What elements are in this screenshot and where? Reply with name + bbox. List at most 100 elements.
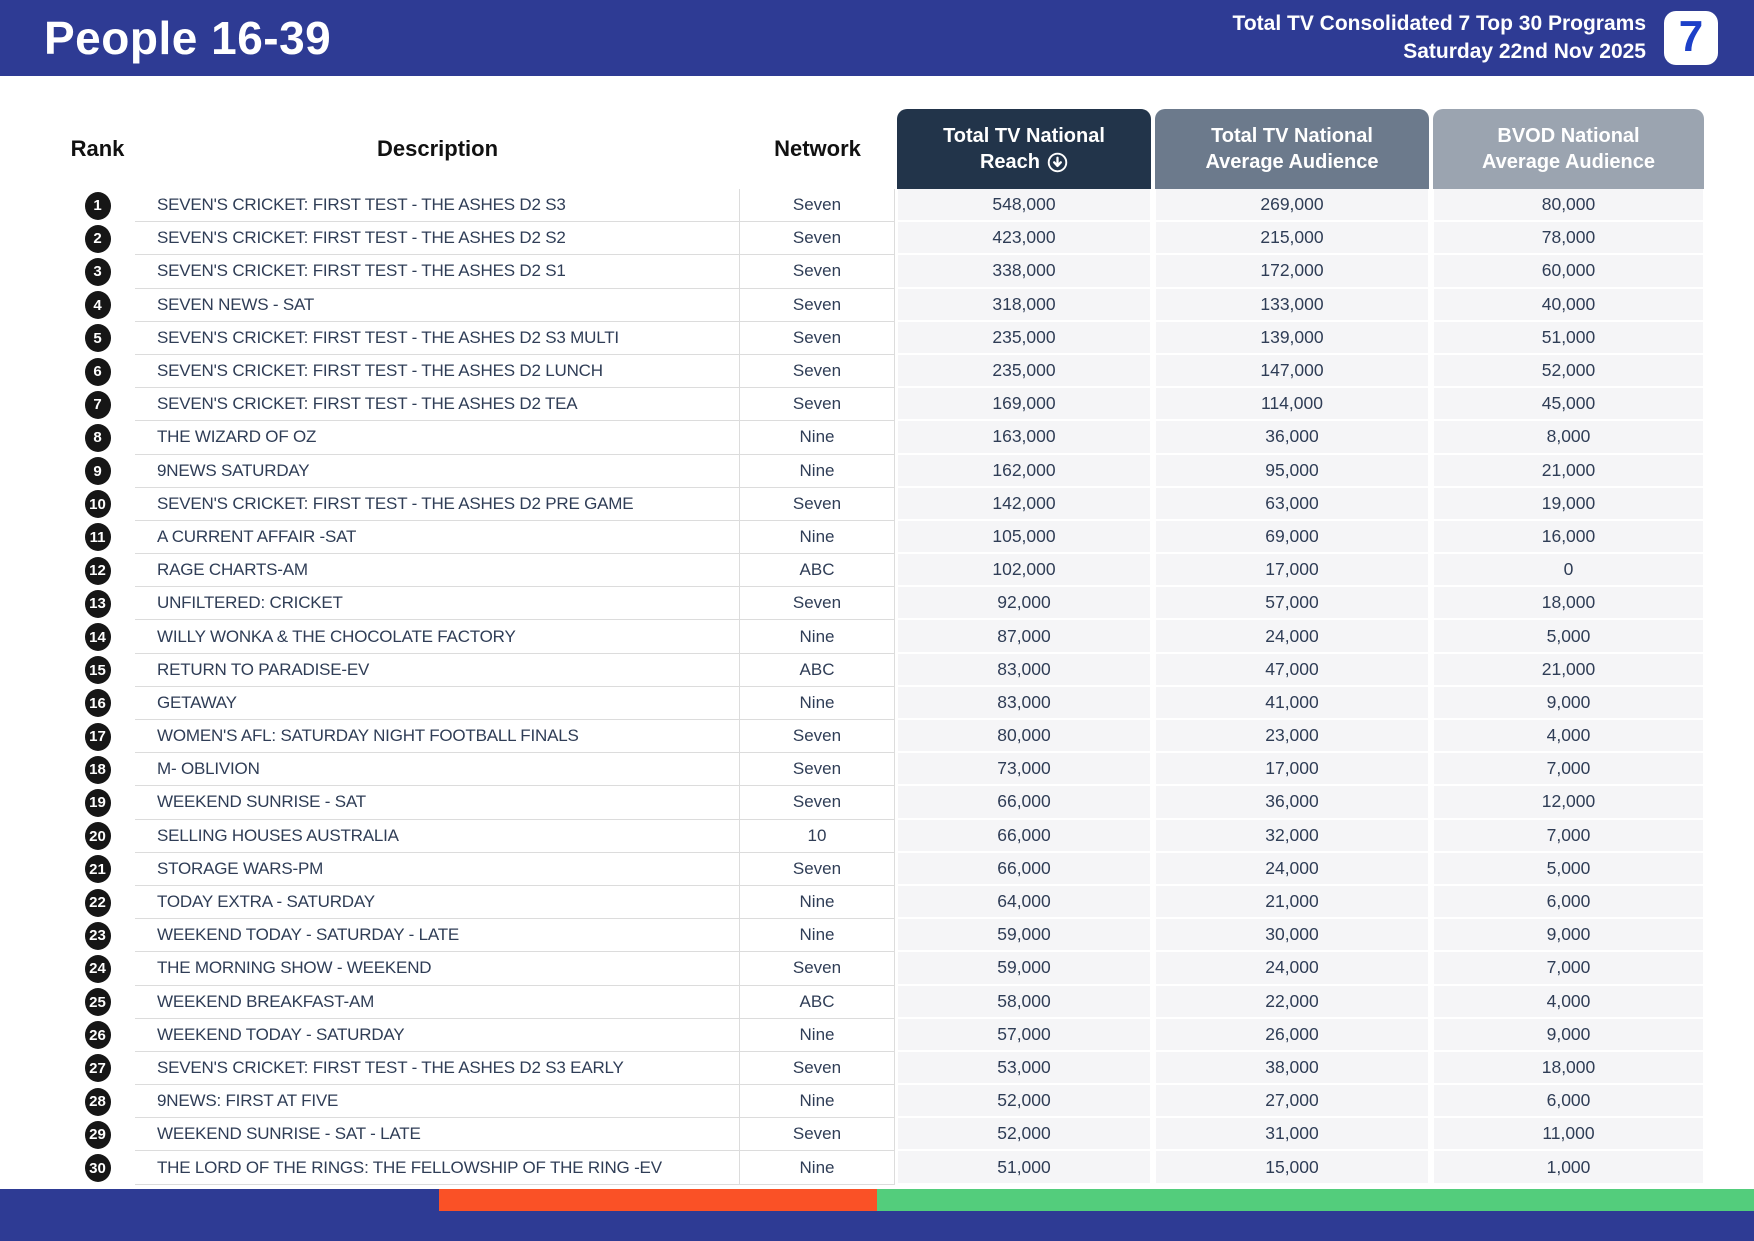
table-row: 5 SEVEN'S CRICKET: FIRST TEST - THE ASHE…: [60, 321, 1706, 355]
table-row: 16 GETAWAY Nine 83,000 41,000 9,000: [60, 686, 1706, 720]
network-cell: Seven: [740, 388, 895, 422]
sort-descending-icon[interactable]: [1047, 152, 1068, 173]
reach-cell: 52,000: [895, 1118, 1153, 1152]
network-cell: Seven: [740, 587, 895, 621]
program-description: WOMEN'S AFL: SATURDAY NIGHT FOOTBALL FIN…: [135, 720, 740, 754]
stripe-green-segment: [877, 1189, 1754, 1211]
table-row: 8 THE WIZARD OF OZ Nine 163,000 36,000 8…: [60, 421, 1706, 455]
reach-header-line2: Reach: [979, 151, 1041, 173]
table-row: 21 STORAGE WARS-PM Seven 66,000 24,000 5…: [60, 852, 1706, 886]
report-subtitle-line1: Total TV Consolidated 7 Top 30 Programs: [1232, 12, 1646, 35]
column-header-total-tv-reach[interactable]: Total TV National Reach: [897, 109, 1151, 189]
network-cell: Nine: [740, 919, 895, 953]
footer-color-stripe: [0, 1189, 1754, 1211]
bvod-cell: 12,000: [1431, 786, 1706, 820]
program-description: 9NEWS SATURDAY: [135, 454, 740, 488]
program-description: SEVEN'S CRICKET: FIRST TEST - THE ASHES …: [135, 487, 740, 521]
program-description: WEEKEND SUNRISE - SAT - LATE: [135, 1118, 740, 1152]
avg-audience-cell: 36,000: [1153, 421, 1431, 455]
table-row: 6 SEVEN'S CRICKET: FIRST TEST - THE ASHE…: [60, 354, 1706, 389]
bvod-cell: 52,000: [1431, 354, 1706, 389]
avg-audience-cell: 147,000: [1153, 354, 1431, 389]
network-cell: Nine: [740, 885, 895, 920]
rank-cell: 12: [60, 554, 135, 587]
bvod-cell: 21,000: [1431, 454, 1706, 488]
network-cell: Seven: [740, 189, 895, 223]
bvod-cell: 9,000: [1431, 686, 1706, 720]
program-description: SEVEN'S CRICKET: FIRST TEST - THE ASHES …: [135, 321, 740, 355]
network-cell: Seven: [740, 354, 895, 389]
bvod-cell: 8,000: [1431, 421, 1706, 455]
rank-cell: 1: [60, 189, 135, 222]
program-description: M- OBLIVION: [135, 753, 740, 787]
network-cell: Seven: [740, 786, 895, 820]
reach-cell: 162,000: [895, 454, 1153, 488]
network-cell: Nine: [740, 421, 895, 455]
reach-cell: 142,000: [895, 487, 1153, 521]
avg-audience-cell: 24,000: [1153, 620, 1431, 654]
table-row: 15 RETURN TO PARADISE-EV ABC 83,000 47,0…: [60, 653, 1706, 687]
bvod-cell: 18,000: [1431, 587, 1706, 621]
rank-cell: 27: [60, 1052, 135, 1085]
bvod-cell: 18,000: [1431, 1051, 1706, 1086]
rank-badge: 25: [84, 988, 111, 1017]
network-cell: ABC: [740, 985, 895, 1019]
rank-cell: 6: [60, 355, 135, 388]
bvod-cell: 9,000: [1431, 919, 1706, 953]
avg-audience-cell: 133,000: [1153, 288, 1431, 322]
avg-audience-cell: 63,000: [1153, 487, 1431, 521]
rank-badge: 6: [84, 357, 111, 386]
table-row: 26 WEEKEND TODAY - SATURDAY Nine 57,000 …: [60, 1018, 1706, 1052]
rank-cell: 30: [60, 1151, 135, 1184]
avg-audience-cell: 31,000: [1153, 1118, 1431, 1152]
table-row: 27 SEVEN'S CRICKET: FIRST TEST - THE ASH…: [60, 1051, 1706, 1086]
rank-cell: 7: [60, 388, 135, 421]
rank-cell: 11: [60, 521, 135, 554]
avg-audience-cell: 36,000: [1153, 786, 1431, 820]
rank-cell: 13: [60, 587, 135, 620]
table-header-row: Rank Description Network Total TV Nation…: [60, 109, 1706, 189]
table-row: 28 9NEWS: FIRST AT FIVE Nine 52,000 27,0…: [60, 1085, 1706, 1119]
network-cell: ABC: [740, 653, 895, 687]
banner-right: Total TV Consolidated 7 Top 30 Programs …: [1233, 10, 1754, 66]
rank-cell: 9: [60, 455, 135, 488]
report-subtitle-line2: Saturday 22nd Nov 2025: [1403, 40, 1646, 63]
reach-cell: 59,000: [895, 952, 1153, 986]
avg-audience-cell: 172,000: [1153, 255, 1431, 289]
program-description: SEVEN'S CRICKET: FIRST TEST - THE ASHES …: [135, 1051, 740, 1086]
network-cell: Seven: [740, 255, 895, 289]
rank-badge: 23: [84, 921, 111, 950]
network-cell: Nine: [740, 686, 895, 720]
footer-navy-bar: [0, 1211, 1754, 1241]
table-row: 1 SEVEN'S CRICKET: FIRST TEST - THE ASHE…: [60, 189, 1706, 223]
rank-badge: 21: [84, 855, 111, 884]
rank-cell: 17: [60, 720, 135, 753]
bvod-cell: 0: [1431, 554, 1706, 588]
column-header-bvod-average: BVOD National Average Audience: [1433, 109, 1704, 189]
program-description: THE WIZARD OF OZ: [135, 421, 740, 455]
bvod-cell: 6,000: [1431, 1085, 1706, 1119]
column-header-total-tv-average: Total TV National Average Audience: [1155, 109, 1429, 189]
bvod-cell: 78,000: [1431, 222, 1706, 256]
avg-audience-cell: 32,000: [1153, 819, 1431, 853]
program-description: THE LORD OF THE RINGS: THE FELLOWSHIP OF…: [135, 1151, 740, 1185]
reach-cell: 235,000: [895, 354, 1153, 389]
reach-header-line1: Total TV National: [943, 125, 1105, 147]
rank-badge: 13: [84, 589, 111, 618]
avg-audience-cell: 22,000: [1153, 985, 1431, 1019]
avg-audience-cell: 41,000: [1153, 686, 1431, 720]
table-row: 10 SEVEN'S CRICKET: FIRST TEST - THE ASH…: [60, 487, 1706, 521]
table-row: 30 THE LORD OF THE RINGS: THE FELLOWSHIP…: [60, 1151, 1706, 1185]
table-row: 24 THE MORNING SHOW - WEEKEND Seven 59,0…: [60, 952, 1706, 986]
column-header-rank: Rank: [70, 136, 125, 161]
table-row: 2 SEVEN'S CRICKET: FIRST TEST - THE ASHE…: [60, 222, 1706, 256]
bvod-cell: 60,000: [1431, 255, 1706, 289]
program-description: WEEKEND BREAKFAST-AM: [135, 985, 740, 1019]
rank-badge: 14: [84, 623, 111, 652]
bvod-cell: 5,000: [1431, 852, 1706, 886]
avg-audience-cell: 38,000: [1153, 1051, 1431, 1086]
avg-audience-cell: 24,000: [1153, 952, 1431, 986]
table-row: 12 RAGE CHARTS-AM ABC 102,000 17,000 0: [60, 554, 1706, 588]
rank-badge: 27: [84, 1054, 111, 1083]
